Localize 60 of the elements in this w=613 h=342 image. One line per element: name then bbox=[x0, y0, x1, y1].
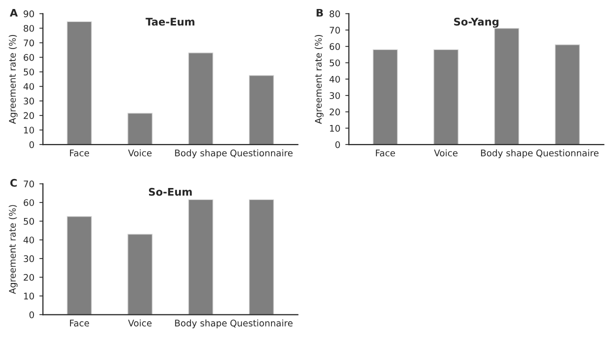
y-tick-label: 30 bbox=[24, 98, 34, 104]
bar bbox=[248, 75, 274, 145]
x-tick-label: Questionnaire bbox=[536, 149, 599, 158]
y-axis-title: Agreement rate (%) bbox=[8, 205, 18, 294]
chart-title: Tae-Eum bbox=[146, 18, 194, 26]
x-tick-label: Questionnaire bbox=[230, 320, 293, 328]
x-tick-label: Face bbox=[70, 150, 90, 156]
y-axis-title: Agreement rate (%) bbox=[314, 34, 324, 124]
x-tick-label: Body shape bbox=[481, 149, 533, 158]
chart-title: So-Eum bbox=[148, 188, 192, 196]
x-tick-label: Voice bbox=[434, 149, 458, 156]
y-tick-label: 70 bbox=[24, 39, 34, 46]
y-tick-label: 0 bbox=[29, 141, 34, 148]
y-tick-label: 10 bbox=[330, 124, 340, 132]
y-tick-label: 60 bbox=[24, 54, 34, 61]
y-tick-label: 10 bbox=[24, 126, 34, 134]
bar bbox=[66, 216, 92, 315]
x-tick-label: Face bbox=[70, 320, 90, 326]
y-tick-label: 0 bbox=[335, 141, 340, 148]
bar bbox=[372, 49, 398, 145]
y-tick-label: 50 bbox=[24, 218, 34, 225]
y-tick-label: 10 bbox=[24, 292, 34, 300]
y-tick-label: 80 bbox=[330, 10, 340, 18]
y-tick-label: 20 bbox=[330, 108, 340, 116]
chart-title: So-Yang bbox=[454, 18, 498, 28]
x-tick-label: Questionnaire bbox=[230, 149, 293, 158]
y-tick-label: 70 bbox=[330, 26, 340, 34]
bar bbox=[188, 199, 214, 315]
bar bbox=[66, 21, 92, 145]
text: A bbox=[10, 8, 18, 17]
y-tick-label: 30 bbox=[24, 255, 34, 262]
y-tick-label: 60 bbox=[24, 199, 34, 206]
x-tick-label: Voice bbox=[128, 320, 152, 326]
text: C bbox=[10, 178, 17, 187]
bar bbox=[188, 52, 214, 145]
bar bbox=[554, 44, 580, 145]
x-tick-label: Voice bbox=[128, 149, 152, 156]
bar bbox=[433, 49, 458, 145]
bar bbox=[494, 28, 520, 145]
bar bbox=[248, 199, 274, 315]
y-tick-label: 20 bbox=[24, 274, 34, 281]
y-tick-label: 40 bbox=[24, 236, 34, 244]
x-tick-label: Body shape bbox=[175, 149, 227, 158]
y-tick-label: 50 bbox=[330, 59, 340, 66]
y-tick-label: 80 bbox=[24, 24, 34, 32]
bar bbox=[128, 112, 153, 145]
y-tick-label: 20 bbox=[24, 112, 34, 120]
y-tick-label: 70 bbox=[24, 180, 34, 188]
y-tick-label: 90 bbox=[24, 10, 34, 18]
y-tick-label: 30 bbox=[330, 92, 340, 100]
y-tick-label: 60 bbox=[330, 43, 340, 50]
text: B bbox=[316, 8, 323, 17]
y-tick-label: 40 bbox=[329, 76, 340, 83]
bar bbox=[128, 234, 153, 315]
x-tick-label: Body shape bbox=[175, 320, 227, 328]
y-tick-label: 40 bbox=[24, 83, 34, 90]
y-axis-title: Agreement rate (%) bbox=[8, 34, 18, 124]
y-tick-label: 0 bbox=[29, 311, 34, 318]
y-tick-label: 50 bbox=[24, 68, 34, 76]
x-tick-label: Face bbox=[376, 150, 396, 156]
